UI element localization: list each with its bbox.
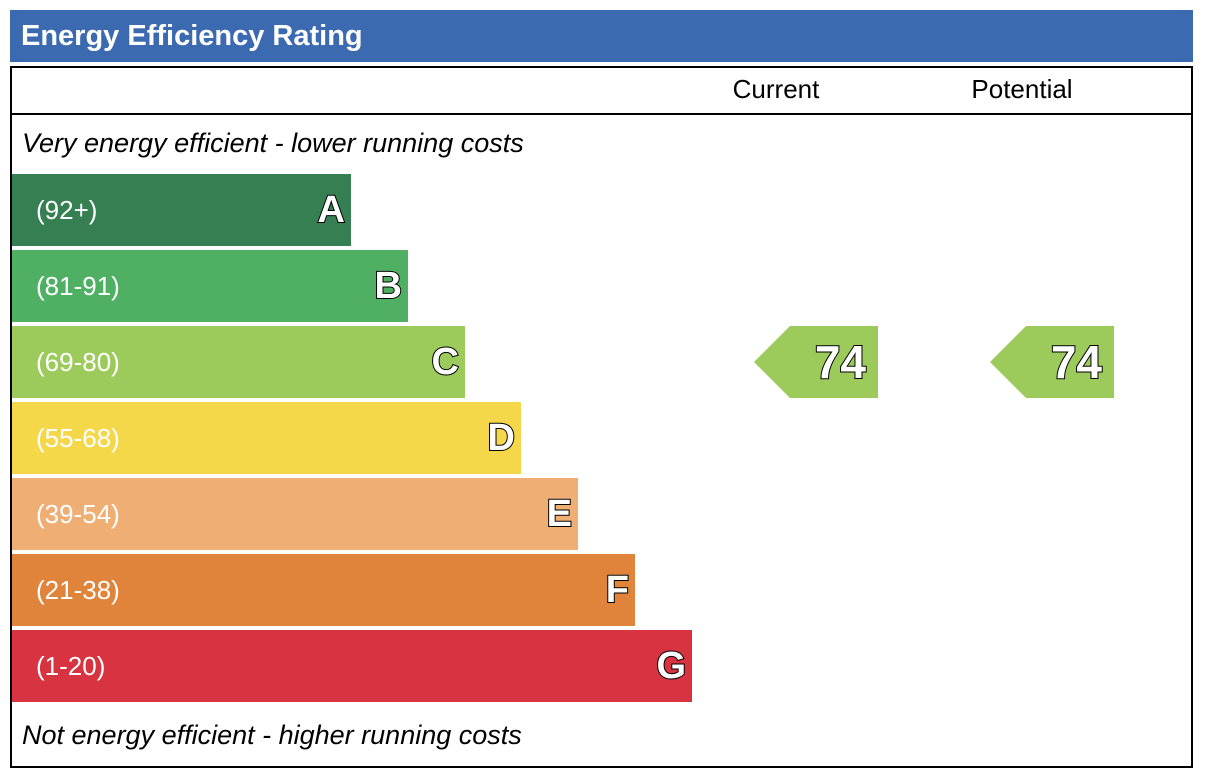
band-b: (81-91) B bbox=[12, 250, 408, 322]
band-letter-label: F bbox=[605, 568, 630, 612]
band-range-label: (1-20) bbox=[36, 651, 106, 681]
band-range-label: (69-80) bbox=[36, 347, 120, 377]
band-letter-label: D bbox=[487, 416, 516, 460]
band-f: (21-38) F bbox=[12, 554, 635, 626]
band-range-label: (55-68) bbox=[36, 423, 120, 453]
band-letter-label: G bbox=[655, 644, 687, 688]
current-column-header: Current bbox=[732, 74, 820, 104]
potential-column-header: Potential bbox=[971, 74, 1073, 104]
current-arrow-shape bbox=[754, 326, 878, 398]
potential-rating-value: 74 bbox=[1050, 335, 1103, 389]
band-letter-label: A bbox=[317, 188, 346, 232]
rating-panel: Current Potential Very energy efficient … bbox=[10, 66, 1193, 768]
efficient-note: Very energy efficient - lower running co… bbox=[22, 128, 524, 158]
band-range-label: (81-91) bbox=[36, 271, 120, 301]
band-c: (69-80) C bbox=[12, 326, 465, 398]
band-letter-label: B bbox=[374, 264, 403, 308]
band-e: (39-54) E bbox=[12, 478, 578, 550]
potential-arrow-shape bbox=[990, 326, 1114, 398]
band-g: (1-20) G bbox=[12, 630, 692, 702]
band-letter-label: E bbox=[546, 492, 573, 536]
potential-rating-arrow: 74 bbox=[990, 326, 1114, 398]
band-range-label: (92+) bbox=[36, 195, 98, 225]
header-divider bbox=[12, 113, 1191, 115]
band-a: (92+) A bbox=[12, 174, 351, 246]
current-rating-arrow: 74 bbox=[754, 326, 878, 398]
band-d: (55-68) D bbox=[12, 402, 521, 474]
band-range-label: (39-54) bbox=[36, 499, 120, 529]
band-letter-label: C bbox=[431, 340, 460, 384]
chart-title: Energy Efficiency Rating bbox=[10, 10, 1193, 62]
band-range-label: (21-38) bbox=[36, 575, 120, 605]
current-rating-value: 74 bbox=[814, 335, 867, 389]
inefficient-note: Not energy efficient - higher running co… bbox=[22, 720, 522, 750]
